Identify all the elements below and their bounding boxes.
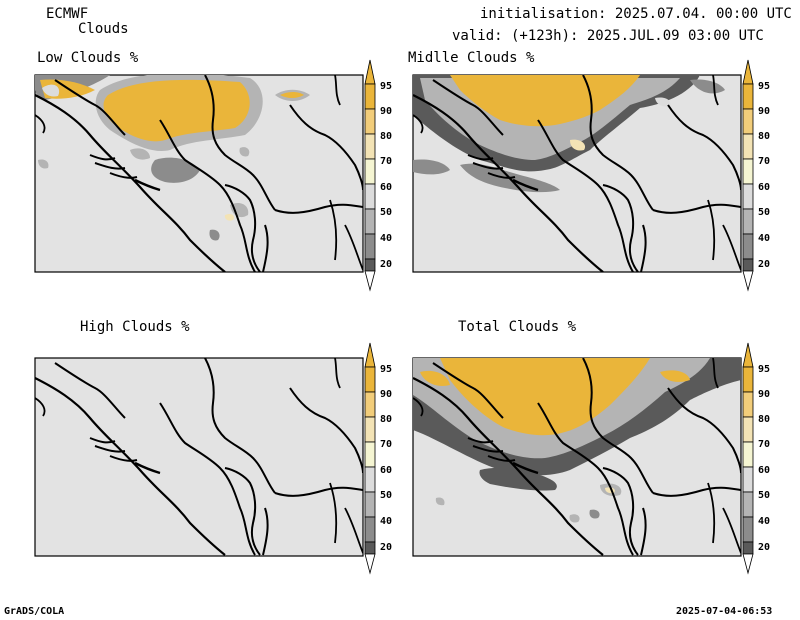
colorbar-tick: 90 bbox=[758, 389, 771, 400]
colorbar-low bbox=[364, 59, 376, 292]
colorbar-tick: 60 bbox=[380, 182, 393, 193]
product-label: Clouds bbox=[78, 21, 129, 37]
colorbar-tick: 80 bbox=[380, 414, 393, 425]
colorbar-tick: 60 bbox=[758, 465, 771, 476]
panel-title-middle: Midlle Clouds % bbox=[408, 50, 535, 66]
colorbar-tick: 50 bbox=[758, 490, 771, 501]
colorbar-tick: 90 bbox=[758, 106, 771, 117]
map-panel-total bbox=[412, 357, 742, 557]
colorbar-tick: 95 bbox=[758, 81, 771, 92]
map-panel-low bbox=[34, 74, 364, 273]
panel-title-high: High Clouds % bbox=[80, 319, 190, 335]
colorbar-tick: 95 bbox=[380, 364, 393, 375]
colorbar-tick: 50 bbox=[380, 207, 393, 218]
colorbar-tick: 90 bbox=[380, 389, 393, 400]
colorbar-tick: 70 bbox=[758, 156, 771, 167]
initialisation-label: initialisation: 2025.07.04. 00:00 UTC bbox=[480, 6, 792, 22]
colorbar-tick: 20 bbox=[380, 259, 393, 270]
map-panel-high bbox=[34, 357, 364, 557]
colorbar-tick: 70 bbox=[380, 156, 393, 167]
colorbar-tick: 20 bbox=[380, 542, 393, 553]
map-panel-middle bbox=[412, 74, 742, 273]
colorbar-high bbox=[364, 342, 376, 575]
colorbar-tick: 80 bbox=[380, 131, 393, 142]
colorbar-tick: 50 bbox=[380, 490, 393, 501]
panel-title-total: Total Clouds % bbox=[458, 319, 577, 335]
colorbar-tick: 40 bbox=[380, 233, 393, 244]
colorbar-middle bbox=[742, 59, 754, 292]
valid-time-label: valid: (+123h): 2025.JUL.09 03:00 UTC bbox=[452, 28, 764, 44]
colorbar-tick: 70 bbox=[380, 439, 393, 450]
colorbar-tick: 40 bbox=[758, 516, 771, 527]
colorbar-tick: 90 bbox=[380, 106, 393, 117]
footer-timestamp: 2025-07-04-06:53 bbox=[676, 606, 773, 617]
colorbar-tick: 80 bbox=[758, 414, 771, 425]
colorbar-tick: 50 bbox=[758, 207, 771, 218]
colorbar-total bbox=[742, 342, 754, 575]
model-label: ECMWF bbox=[46, 6, 89, 22]
footer-credit: GrADS/COLA bbox=[4, 606, 65, 617]
colorbar-tick: 70 bbox=[758, 439, 771, 450]
colorbar-tick: 20 bbox=[758, 259, 771, 270]
colorbar-tick: 95 bbox=[758, 364, 771, 375]
panel-title-low: Low Clouds % bbox=[37, 50, 139, 66]
colorbar-tick: 40 bbox=[380, 516, 393, 527]
colorbar-tick: 60 bbox=[758, 182, 771, 193]
colorbar-tick: 95 bbox=[380, 81, 393, 92]
colorbar-tick: 80 bbox=[758, 131, 771, 142]
colorbar-tick: 20 bbox=[758, 542, 771, 553]
colorbar-tick: 40 bbox=[758, 233, 771, 244]
colorbar-tick: 60 bbox=[380, 465, 393, 476]
